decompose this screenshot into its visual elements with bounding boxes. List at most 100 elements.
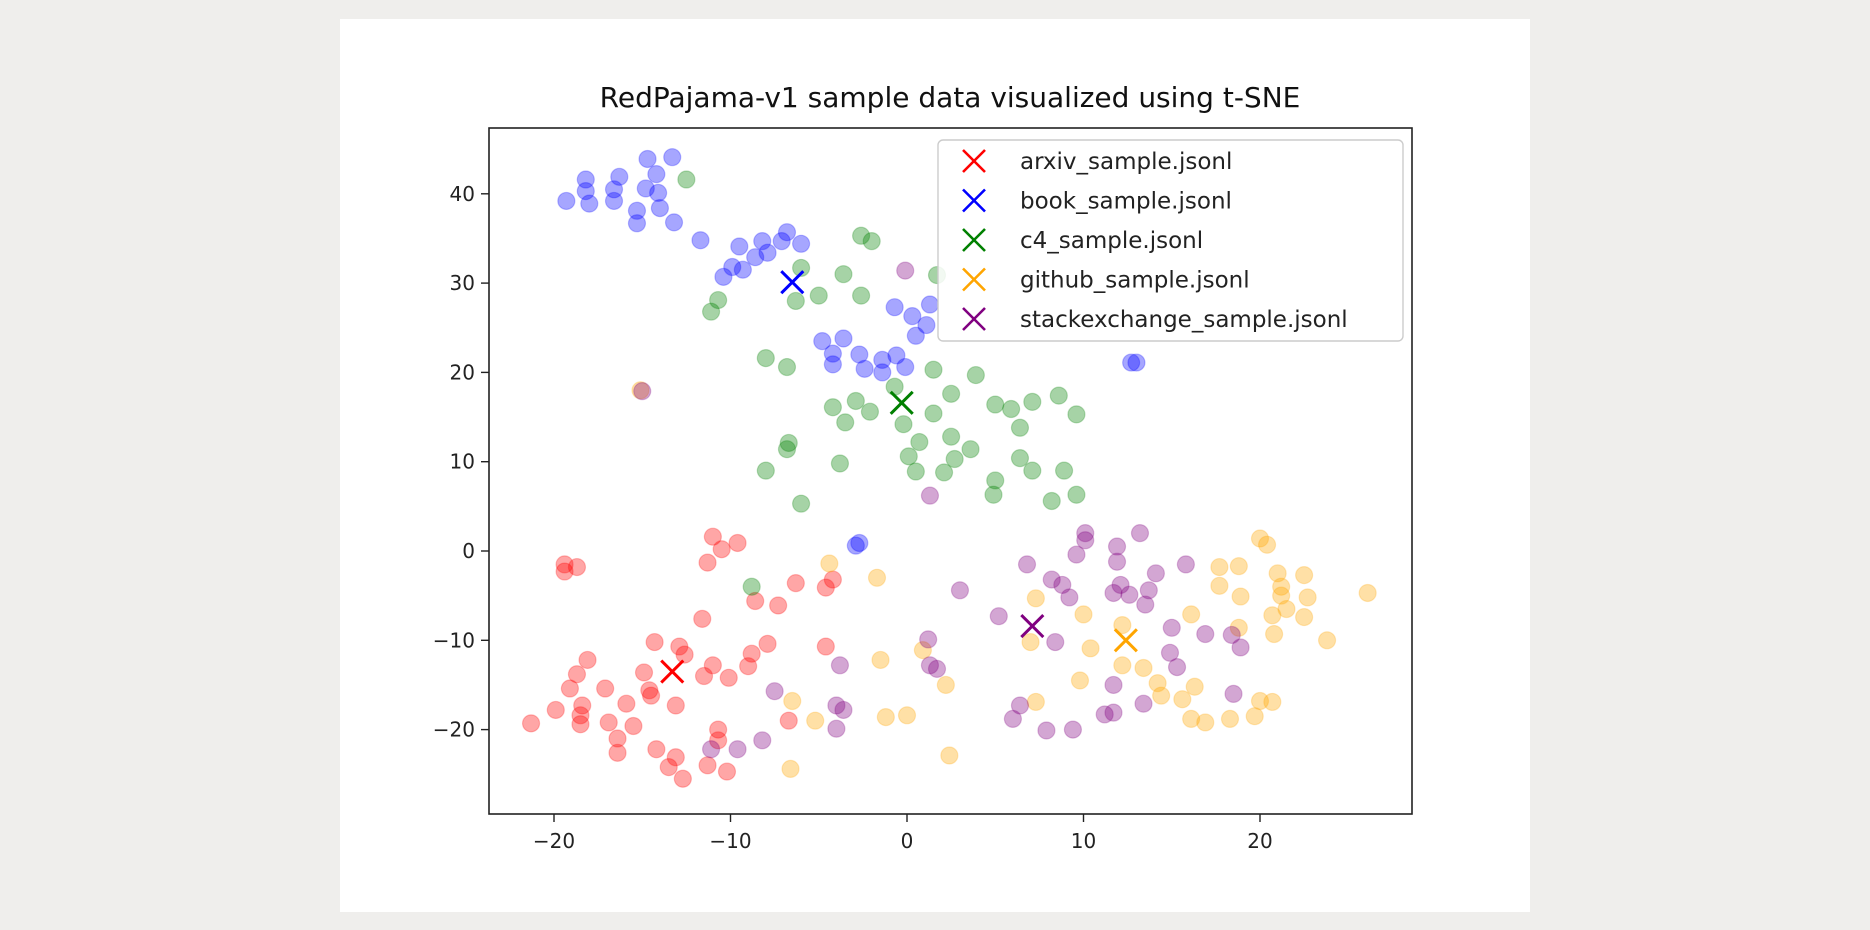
data-point xyxy=(1245,707,1264,726)
data-point xyxy=(1210,557,1229,577)
data-point xyxy=(885,298,904,317)
legend-marker-icon xyxy=(962,267,986,292)
data-point xyxy=(1134,658,1153,678)
legend: arxiv_sample.jsonl book_sample.jsonl c4_sa… xyxy=(937,139,1404,342)
data-point xyxy=(677,170,696,189)
data-point xyxy=(1081,639,1100,658)
data-point xyxy=(1010,449,1030,468)
data-point xyxy=(896,261,915,280)
y-tick-label: 40 xyxy=(450,182,475,206)
series-3 xyxy=(631,381,1377,778)
data-point xyxy=(1162,618,1181,637)
data-point xyxy=(645,632,664,652)
centroid-marker-icon xyxy=(660,659,685,684)
data-point xyxy=(1298,588,1317,607)
data-point xyxy=(1231,587,1250,606)
data-point xyxy=(989,607,1008,626)
plot-frame xyxy=(488,127,1413,815)
data-point xyxy=(1134,694,1153,713)
data-point xyxy=(986,471,1005,490)
data-point xyxy=(709,720,728,739)
data-point xyxy=(631,381,650,400)
data-point xyxy=(906,326,925,345)
data-point xyxy=(1067,405,1086,424)
data-point xyxy=(571,715,590,734)
data-point xyxy=(917,315,936,335)
data-point xyxy=(1295,566,1314,585)
data-point xyxy=(1053,575,1072,595)
y-tick-label: 30 xyxy=(450,271,475,295)
data-point xyxy=(950,581,970,600)
legend-label: github_sample.jsonl xyxy=(1020,268,1250,294)
data-point xyxy=(1148,674,1167,693)
data-point xyxy=(920,656,940,675)
data-point xyxy=(777,223,797,242)
data-point xyxy=(1130,524,1150,543)
data-point xyxy=(633,382,652,401)
data-point xyxy=(624,716,643,736)
data-point xyxy=(694,666,714,686)
legend-box xyxy=(937,139,1404,342)
data-point xyxy=(719,668,738,687)
data-point xyxy=(567,665,587,684)
data-point xyxy=(636,179,655,198)
data-point xyxy=(1268,564,1287,583)
data-point xyxy=(779,711,798,730)
data-point xyxy=(1136,595,1155,614)
data-point xyxy=(1010,418,1030,437)
data-point xyxy=(896,357,915,377)
data-point xyxy=(608,729,627,748)
data-point xyxy=(792,494,811,513)
chart-title: RedPajama-v1 sample data visualized usin… xyxy=(600,81,1301,114)
data-point xyxy=(1107,552,1127,571)
data-point xyxy=(663,148,682,167)
data-point xyxy=(984,485,1003,504)
x-tick-label: 20 xyxy=(1247,829,1272,853)
data-point xyxy=(728,533,747,553)
data-point xyxy=(1023,461,1042,480)
data-point xyxy=(733,260,752,279)
data-point xyxy=(769,596,788,615)
data-point xyxy=(1224,684,1243,703)
data-point xyxy=(746,591,765,611)
data-point xyxy=(730,237,749,256)
data-point xyxy=(830,454,850,473)
data-point xyxy=(1196,713,1215,732)
data-point xyxy=(820,554,839,573)
data-point xyxy=(783,691,802,711)
data-point xyxy=(638,149,657,169)
data-point xyxy=(1060,588,1079,607)
data-point xyxy=(1104,583,1123,603)
legend-marker-icon xyxy=(962,228,986,252)
data-point xyxy=(578,650,597,670)
legend-entries: arxiv_sample.jsonl book_sample.jsonl c4_sa… xyxy=(962,149,1348,333)
data-point xyxy=(913,641,932,660)
data-point xyxy=(567,557,587,577)
data-point xyxy=(823,355,842,374)
data-point xyxy=(1265,624,1284,644)
data-point xyxy=(834,700,853,720)
x-tick-label: 10 xyxy=(1071,829,1096,853)
data-point xyxy=(546,700,565,720)
data-point xyxy=(647,740,666,759)
x-tick-label: −20 xyxy=(533,829,575,853)
data-point xyxy=(966,365,985,385)
data-point xyxy=(596,679,615,698)
data-point xyxy=(1104,675,1123,695)
data-point xyxy=(617,694,636,713)
data-point xyxy=(1067,485,1086,504)
data-point xyxy=(836,413,855,432)
data-point xyxy=(1263,692,1282,712)
data-point xyxy=(920,295,940,314)
data-point xyxy=(1111,575,1130,595)
data-point xyxy=(573,696,592,715)
legend-label: arxiv_sample.jsonl xyxy=(1020,149,1232,175)
data-point xyxy=(673,769,692,788)
x-tick-label: −10 xyxy=(709,829,751,853)
data-point xyxy=(852,286,871,305)
centroid-layer xyxy=(660,270,1138,684)
centroid-marker-icon xyxy=(780,270,805,295)
data-point xyxy=(1021,632,1040,652)
data-point xyxy=(756,461,775,480)
data-point xyxy=(1023,392,1042,411)
